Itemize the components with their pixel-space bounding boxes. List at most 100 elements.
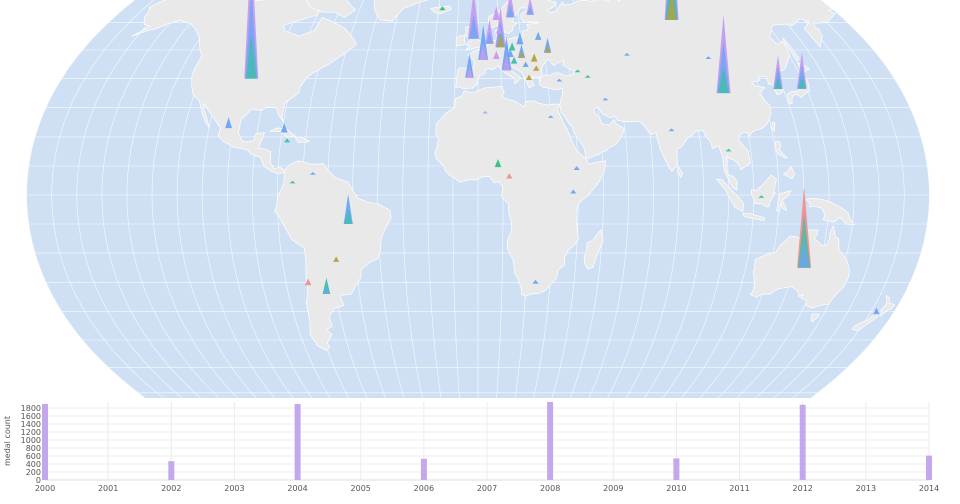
marker-spike[interactable] [225, 117, 232, 129]
marker-spike[interactable] [717, 40, 730, 94]
marker-spike[interactable] [304, 278, 312, 286]
bar-2004[interactable] [294, 404, 301, 480]
country-marker[interactable]: Serbia [522, 61, 529, 67]
medal-count-chart-panel[interactable]: 0 200 400 600 800 1000 1200 1400 1600 1800 2000 20… [0, 398, 960, 500]
country-marker[interactable]: Iceland [439, 6, 446, 11]
marker-spike[interactable] [508, 42, 516, 51]
world-map[interactable]: United States Mexico Cuba Jamaica Brazil Arge… [0, 0, 960, 430]
marker-spike[interactable] [518, 51, 525, 58]
marker-spike[interactable] [344, 209, 352, 224]
bar-2014[interactable] [926, 455, 932, 480]
world-map-panel[interactable]: United States Mexico Cuba Jamaica Brazil Arge… [0, 0, 960, 430]
country-marker[interactable]: Paraguay [333, 256, 340, 262]
marker-spike[interactable] [280, 123, 288, 133]
marker-spike[interactable] [758, 195, 765, 198]
bar-2000[interactable] [42, 404, 48, 480]
country-marker[interactable]: Hungary [517, 44, 526, 58]
country-marker[interactable]: Austria [507, 48, 514, 57]
country-marker[interactable]: Poland [516, 32, 524, 45]
country-marker[interactable]: Mexico [225, 117, 232, 129]
chart-bars[interactable] [42, 402, 932, 480]
marker-spike[interactable] [510, 56, 518, 64]
marker-spike[interactable] [533, 65, 540, 71]
marker-spike[interactable] [798, 76, 806, 89]
marker-spike[interactable] [530, 53, 538, 62]
marker-spike[interactable] [527, 6, 534, 15]
marker-spike[interactable] [532, 279, 539, 284]
marker-spike[interactable] [718, 67, 729, 94]
marker-spike[interactable] [574, 69, 581, 73]
country-marker[interactable]: Venezuela [309, 172, 316, 175]
country-marker[interactable]: Ethiopia [573, 166, 580, 170]
marker-spike[interactable] [486, 31, 493, 44]
marker-spike[interactable] [289, 180, 296, 184]
marker-spike[interactable] [570, 189, 577, 194]
country-medal-markers[interactable]: United States Mexico Cuba Jamaica Brazil Arge… [225, 0, 880, 315]
marker-spike[interactable] [584, 75, 591, 78]
country-marker[interactable]: Czech Republic [508, 42, 516, 51]
country-marker[interactable]: India [668, 128, 675, 132]
marker-spike[interactable] [495, 26, 503, 34]
country-marker[interactable]: Ukraine [543, 37, 552, 53]
country-marker[interactable]: Argentina [322, 277, 331, 294]
marker-spike[interactable] [797, 64, 807, 89]
marker-spike[interactable] [485, 19, 494, 44]
marker-spike[interactable] [494, 159, 502, 168]
marker-spike[interactable] [465, 53, 474, 78]
country-marker[interactable]: South Africa [532, 279, 539, 284]
marker-spike[interactable] [526, 0, 534, 15]
marker-spike[interactable] [516, 32, 524, 45]
country-marker[interactable]: Finland [526, 0, 534, 15]
marker-spike[interactable] [502, 53, 511, 71]
country-marker[interactable]: Romania [530, 53, 538, 62]
marker-spike[interactable] [506, 173, 513, 179]
country-marker[interactable]: Nigeria [494, 159, 502, 168]
country-marker[interactable]: Turkey [556, 78, 563, 82]
marker-spike[interactable] [799, 240, 810, 268]
country-marker[interactable]: Germany [495, 6, 506, 48]
marker-spike[interactable] [506, 3, 514, 18]
marker-spike[interactable] [479, 42, 488, 60]
marker-spike[interactable] [245, 0, 258, 79]
country-marker[interactable]: South Korea [773, 55, 783, 89]
marker-spike[interactable] [525, 74, 533, 80]
bar-2010[interactable] [673, 458, 680, 480]
marker-spike[interactable] [439, 6, 446, 11]
marker-spike[interactable] [284, 138, 291, 143]
marker-spike[interactable] [482, 111, 489, 114]
country-marker[interactable]: Spain [465, 53, 474, 78]
marker-spike[interactable] [343, 194, 353, 224]
marker-spike[interactable] [522, 61, 529, 67]
marker-spike[interactable] [478, 24, 488, 60]
country-marker[interactable]: Norway [492, 6, 500, 21]
bar-2008[interactable] [547, 402, 554, 480]
bar-2012[interactable] [799, 404, 806, 480]
marker-spike[interactable] [544, 45, 551, 53]
country-marker[interactable]: Thailand [725, 148, 732, 152]
country-marker[interactable]: Azerbaijan [584, 75, 591, 78]
country-marker[interactable]: Jamaica [284, 138, 291, 143]
country-marker[interactable]: Denmark [495, 26, 503, 34]
marker-spike[interactable] [725, 148, 732, 152]
marker-spike[interactable] [666, 0, 677, 20]
bar-2006[interactable] [420, 458, 427, 480]
marker-spike[interactable] [246, 33, 257, 79]
marker-spike[interactable] [534, 31, 542, 40]
marker-spike[interactable] [309, 172, 316, 175]
marker-spike[interactable] [573, 166, 580, 170]
country-marker[interactable]: China [716, 14, 731, 94]
country-marker[interactable]: Colombia [289, 180, 296, 184]
marker-spike[interactable] [773, 66, 783, 90]
country-marker[interactable]: Brazil [343, 194, 353, 224]
marker-spike[interactable] [668, 128, 675, 132]
marker-spike[interactable] [496, 33, 505, 48]
marker-spike[interactable] [333, 256, 340, 262]
country-marker[interactable]: Chile [304, 278, 312, 286]
marker-spike[interactable] [774, 77, 782, 89]
country-marker[interactable]: Japan [796, 52, 807, 89]
marker-spike[interactable] [493, 50, 500, 59]
country-marker[interactable]: France [478, 24, 488, 60]
country-marker[interactable]: Russia [664, 0, 679, 20]
country-marker[interactable]: New Zealand [873, 307, 880, 315]
